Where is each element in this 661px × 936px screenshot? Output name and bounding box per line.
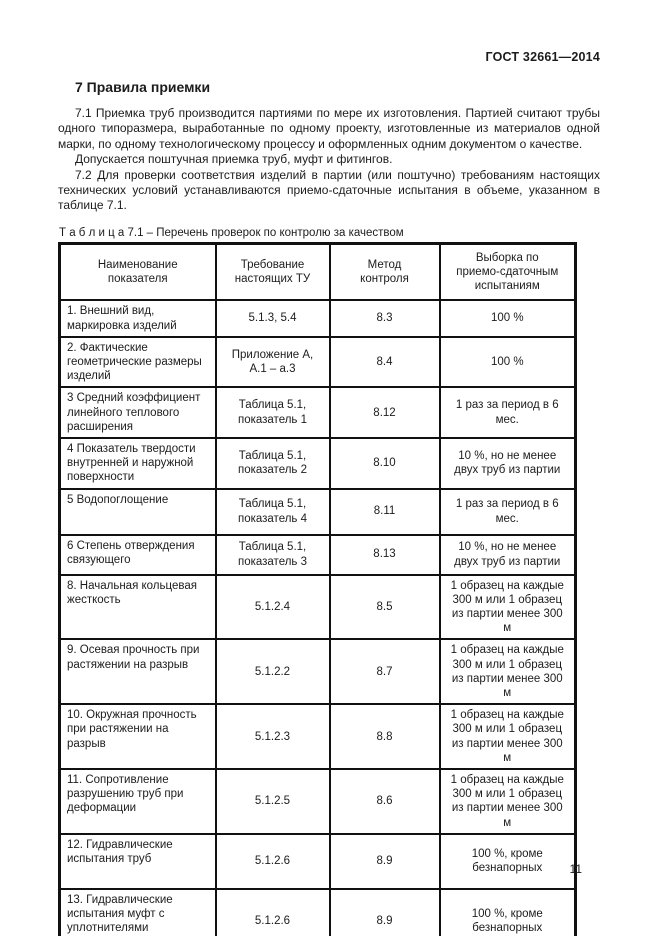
sampling-cell: 1 раз за период в 6 мес.: [438, 386, 577, 439]
indicator-name-cell: 3 Средний коэффициент линейного тепловог…: [58, 386, 217, 439]
control-method-cell: 8.7: [328, 638, 441, 706]
section-title: 7 Правила приемки: [75, 79, 211, 95]
paragraph-piece-acceptance: Допускается поштучная приемка труб, муфт…: [75, 152, 393, 167]
control-method-cell: 8.11: [328, 487, 441, 536]
table-row: 12. Гидравлические испытания труб 5.1.2.6…: [58, 832, 577, 890]
indicator-name-cell: 4 Показатель твердости внутренней и нару…: [58, 436, 217, 490]
sampling-cell: 1 образец на каждые 300 м или 1 образец …: [438, 573, 577, 641]
requirement-cell: Таблица 5.1, показатель 2: [214, 436, 331, 490]
table-row: 3 Средний коэффициент линейного тепловог…: [58, 386, 577, 439]
indicator-name-cell: 12. Гидравлические испытания труб: [58, 832, 217, 890]
indicator-name-cell: 10. Окружная прочность при растяжении на…: [58, 703, 217, 771]
table-row: 11. Сопротивление разрушению труб при де…: [58, 768, 577, 835]
control-method-cell: 8.6: [328, 768, 441, 835]
sampling-cell: 1 образец на каждые 300 м или 1 образец …: [438, 703, 577, 771]
indicator-name-cell: 9. Осевая прочность при растяжении на ра…: [58, 638, 217, 706]
requirement-cell: 5.1.2.3: [214, 703, 331, 771]
requirement-cell: 5.1.2.5: [214, 768, 331, 835]
column-header-sampling: Выборка по приемо-сдаточным испытаниям: [438, 242, 577, 302]
table-header: Наименование показателя Требование насто…: [58, 242, 577, 302]
requirement-cell: Приложение А, А.1 – а.3: [214, 335, 331, 389]
table-row: 1. Внешний вид, маркировка изделий 5.1.3,…: [58, 299, 577, 338]
sampling-cell: 10 %, но не менее двух труб из партии: [438, 436, 577, 490]
indicator-name-cell: 13. Гидравлические испытания муфт с упло…: [58, 887, 217, 936]
sampling-cell: 100 %: [438, 299, 577, 338]
page-number: 11: [569, 862, 582, 876]
column-header-control-method: Метод контроля: [328, 242, 441, 302]
control-method-cell: 8.8: [328, 703, 441, 771]
indicator-name-cell: 8. Начальная кольцевая жесткость: [58, 573, 217, 641]
control-method-cell: 8.3: [328, 299, 441, 338]
table-row: 4 Показатель твердости внутренней и нару…: [58, 436, 577, 490]
column-header-requirement: Требование настоящих ТУ: [214, 242, 331, 302]
requirement-cell: 5.1.2.4: [214, 573, 331, 641]
paragraph-7-2: 7.2 Для проверки соответствия изделий в …: [58, 167, 600, 213]
control-method-cell: 8.9: [328, 887, 441, 936]
indicator-name-cell: 2. Фактические геометрические размеры из…: [58, 335, 217, 389]
control-method-cell: 8.12: [328, 386, 441, 439]
quality-control-table: Наименование показателя Требование насто…: [58, 241, 577, 936]
document-standard-number: ГОСТ 32661—2014: [485, 50, 600, 64]
table-caption: Т а б л и ц а 7.1 – Перечень проверок по…: [59, 226, 404, 239]
indicator-name-cell: 6 Степень отверждения связующего: [58, 533, 217, 576]
requirement-cell: Таблица 5.1, показатель 1: [214, 386, 331, 439]
control-method-cell: 8.5: [328, 573, 441, 641]
requirement-cell: 5.1.2.2: [214, 638, 331, 706]
table-row: 13. Гидравлические испытания муфт с упло…: [58, 887, 577, 936]
table-body: 1. Внешний вид, маркировка изделий 5.1.3,…: [58, 299, 577, 936]
table-row: 5 Водопоглощение Таблица 5.1, показатель …: [58, 487, 577, 536]
indicator-name-cell: 5 Водопоглощение: [58, 487, 217, 536]
indicator-name-cell: 11. Сопротивление разрушению труб при де…: [58, 768, 217, 835]
table-row: 2. Фактические геометрические размеры из…: [58, 335, 577, 389]
sampling-cell: 100 %: [438, 335, 577, 389]
table-row: 6 Степень отверждения связующего Таблица …: [58, 533, 577, 576]
control-method-cell: 8.4: [328, 335, 441, 389]
control-method-cell: 8.9: [328, 832, 441, 890]
table-row: 9. Осевая прочность при растяжении на ра…: [58, 638, 577, 706]
sampling-cell: 1 образец на каждые 300 м или 1 образец …: [438, 638, 577, 706]
control-method-cell: 8.10: [328, 436, 441, 490]
requirement-cell: Таблица 5.1, показатель 3: [214, 533, 331, 576]
column-header-indicator-name: Наименование показателя: [58, 242, 217, 302]
sampling-cell: 1 образец на каждые 300 м или 1 образец …: [438, 768, 577, 835]
requirement-cell: 5.1.3, 5.4: [214, 299, 331, 338]
sampling-cell: 10 %, но не менее двух труб из партии: [438, 533, 577, 576]
table-row: 10. Окружная прочность при растяжении на…: [58, 703, 577, 771]
sampling-cell: 100 %, кроме безнапорных: [438, 887, 577, 936]
indicator-name-cell: 1. Внешний вид, маркировка изделий: [58, 299, 217, 338]
control-method-cell: 8.13: [328, 533, 441, 576]
requirement-cell: Таблица 5.1, показатель 4: [214, 487, 331, 536]
sampling-cell: 100 %, кроме безнапорных: [438, 832, 577, 890]
table-row: 8. Начальная кольцевая жесткость 5.1.2.4 8…: [58, 573, 577, 641]
paragraph-7-1: 7.1 Приемка труб производится партиями п…: [58, 106, 600, 151]
requirement-cell: 5.1.2.6: [214, 887, 331, 936]
table-header-row: Наименование показателя Требование насто…: [58, 242, 577, 302]
sampling-cell: 1 раз за период в 6 мес.: [438, 487, 577, 536]
requirement-cell: 5.1.2.6: [214, 832, 331, 890]
